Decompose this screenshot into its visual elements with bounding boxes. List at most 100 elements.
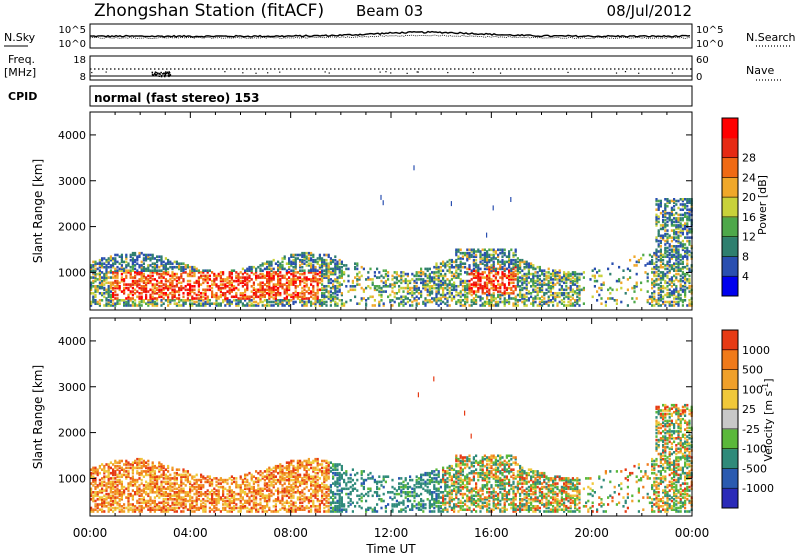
range-cell bbox=[569, 304, 572, 307]
range-cell bbox=[180, 267, 183, 271]
range-cell bbox=[109, 491, 112, 494]
range-cell bbox=[435, 262, 438, 265]
range-cell bbox=[215, 274, 218, 278]
range-cell bbox=[532, 283, 535, 286]
range-cell bbox=[560, 286, 563, 290]
range-cell bbox=[255, 293, 258, 297]
range-cell bbox=[131, 470, 134, 473]
range-cell bbox=[151, 461, 154, 464]
range-cell bbox=[472, 251, 475, 255]
range-cell bbox=[142, 499, 145, 503]
range-cell bbox=[303, 276, 306, 279]
range-cell bbox=[175, 492, 178, 496]
range-cell bbox=[578, 297, 581, 300]
range-cell bbox=[153, 304, 156, 307]
range-cell bbox=[420, 295, 423, 299]
range-cell bbox=[178, 288, 181, 292]
range-cell bbox=[266, 304, 269, 307]
range-cell bbox=[536, 274, 539, 278]
range-cell bbox=[532, 267, 535, 271]
range-cell bbox=[191, 484, 194, 487]
range-cell bbox=[510, 286, 513, 290]
range-cell bbox=[112, 485, 115, 489]
range-cell bbox=[512, 267, 515, 271]
range-cell bbox=[488, 299, 491, 302]
range-cell bbox=[673, 213, 676, 217]
range-cell bbox=[114, 262, 117, 265]
range-cell bbox=[486, 278, 489, 281]
range-cell bbox=[191, 290, 194, 293]
range-cell bbox=[393, 295, 396, 299]
range-cell bbox=[127, 286, 130, 290]
range-cell bbox=[668, 260, 671, 264]
range-cell bbox=[439, 297, 442, 300]
range-cell bbox=[668, 211, 671, 215]
range-cell bbox=[116, 300, 119, 304]
range-cell bbox=[545, 274, 548, 278]
range-cell bbox=[283, 304, 286, 307]
range-cell bbox=[653, 290, 656, 293]
range-cell bbox=[145, 286, 148, 290]
range-cell bbox=[486, 293, 489, 297]
range-cell bbox=[239, 501, 242, 505]
range-cell bbox=[673, 231, 676, 234]
range-cell bbox=[688, 227, 691, 231]
range-cell bbox=[574, 300, 577, 304]
range-cell bbox=[670, 292, 673, 295]
range-cell bbox=[290, 293, 293, 297]
range-cell bbox=[131, 475, 134, 478]
range-cell bbox=[490, 300, 493, 304]
range-cell bbox=[142, 498, 145, 501]
range-cell bbox=[686, 267, 689, 271]
range-cell bbox=[481, 285, 484, 288]
range-cell bbox=[453, 283, 456, 286]
range-cell bbox=[250, 478, 253, 482]
range-cell bbox=[455, 300, 458, 304]
range-cell bbox=[208, 278, 211, 281]
range-cell bbox=[365, 302, 368, 305]
range-cell bbox=[228, 286, 231, 290]
range-cell bbox=[180, 498, 183, 501]
range-cell bbox=[635, 264, 638, 267]
range-cell bbox=[98, 258, 101, 262]
range-cell bbox=[664, 215, 667, 218]
range-cell bbox=[497, 283, 500, 286]
range-cell bbox=[519, 260, 522, 264]
range-cell bbox=[206, 288, 209, 292]
range-cell bbox=[479, 267, 482, 271]
range-cell bbox=[578, 285, 581, 288]
range-cell bbox=[448, 271, 451, 274]
range-cell bbox=[677, 265, 680, 269]
range-cell bbox=[237, 283, 240, 286]
range-cell bbox=[497, 286, 500, 290]
range-cell bbox=[681, 217, 684, 220]
range-cell bbox=[431, 300, 434, 304]
range-cell bbox=[103, 475, 106, 478]
range-cell bbox=[508, 262, 511, 265]
range-cell bbox=[648, 260, 651, 264]
range-cell bbox=[96, 510, 99, 513]
range-cell bbox=[409, 299, 412, 302]
range-cell bbox=[679, 203, 682, 206]
range-cell bbox=[211, 496, 214, 499]
range-cell bbox=[156, 283, 159, 286]
range-cell bbox=[305, 300, 308, 304]
range-cell bbox=[127, 503, 130, 506]
range-cell bbox=[151, 292, 154, 295]
range-cell bbox=[290, 295, 293, 299]
range-cell bbox=[657, 288, 660, 292]
range-cell bbox=[450, 274, 453, 278]
range-cell bbox=[200, 491, 203, 494]
range-cell bbox=[670, 236, 673, 239]
range-cell bbox=[182, 269, 185, 272]
range-cell bbox=[277, 292, 280, 295]
range-cell bbox=[371, 304, 374, 307]
range-cell bbox=[149, 297, 152, 300]
range-cell bbox=[499, 300, 502, 304]
range-cell bbox=[565, 272, 568, 276]
range-cell bbox=[226, 276, 229, 279]
range-cell bbox=[413, 279, 416, 283]
range-cell bbox=[571, 271, 574, 274]
frequency-dot bbox=[154, 71, 157, 73]
range-cell bbox=[488, 255, 491, 258]
